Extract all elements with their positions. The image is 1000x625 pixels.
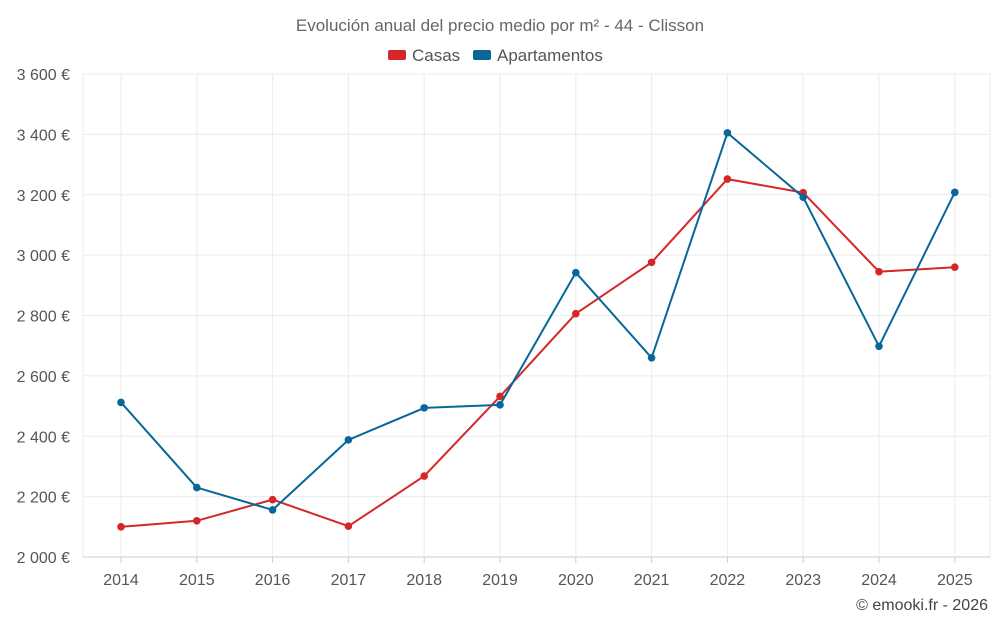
data-point-casas[interactable] <box>420 472 429 480</box>
x-tick-label: 2023 <box>785 572 821 589</box>
data-point-apartamentos[interactable] <box>117 398 125 407</box>
x-axis: 2014 2015 2016 2017 2018 2019 2020 2021 2022 2023… <box>103 572 972 589</box>
data-point-apartamentos[interactable] <box>496 401 504 409</box>
y-tick-label: 2 400 € <box>17 429 70 446</box>
series-layer <box>117 129 959 531</box>
data-point-casas[interactable] <box>344 522 353 531</box>
legend-swatch-apartamentos <box>473 50 491 60</box>
grid <box>82 73 991 563</box>
data-point-casas[interactable] <box>572 309 580 318</box>
data-point-casas[interactable] <box>647 258 656 267</box>
series-line-apartamentos <box>120 131 956 511</box>
y-tick-label: 3 600 € <box>17 67 70 84</box>
data-point-casas[interactable] <box>875 267 883 276</box>
x-tick-label: 2014 <box>103 572 139 589</box>
legend-swatch-casas <box>388 50 406 60</box>
y-tick-label: 2 600 € <box>17 369 70 386</box>
data-point-casas[interactable] <box>268 495 277 504</box>
data-point-casas[interactable] <box>951 263 959 272</box>
credit-text: © emooki.fr - 2026 <box>856 597 988 614</box>
x-tick-label: 2017 <box>331 572 367 589</box>
x-tick-label: 2024 <box>861 572 897 589</box>
x-tick-label: 2020 <box>558 572 594 589</box>
x-tick-label: 2015 <box>179 572 215 589</box>
chart-title: Evolución anual del precio medio por m² … <box>296 16 704 35</box>
series-line-casas <box>120 178 955 528</box>
y-tick-label: 2 000 € <box>17 550 70 567</box>
data-point-casas[interactable] <box>496 392 504 401</box>
y-axis: 2 000 € 2 200 € 2 400 € 2 600 € 2 800 € 3 000… <box>17 67 70 567</box>
data-point-apartamentos[interactable] <box>799 193 807 201</box>
legend-label-casas[interactable]: Casas <box>412 46 460 65</box>
data-point-casas[interactable] <box>723 175 732 183</box>
y-tick-label: 3 400 € <box>17 127 70 144</box>
data-point-casas[interactable] <box>117 523 125 531</box>
legend: Casas Apartamentos <box>388 46 603 65</box>
y-tick-label: 2 200 € <box>17 490 70 507</box>
data-point-apartamentos[interactable] <box>344 436 353 444</box>
x-tick-label: 2018 <box>406 572 442 589</box>
data-point-apartamentos[interactable] <box>572 268 580 277</box>
x-tick-label: 2021 <box>634 572 670 589</box>
data-point-apartamentos[interactable] <box>193 483 201 492</box>
legend-label-apartamentos[interactable]: Apartamentos <box>497 46 603 65</box>
y-tick-label: 3 200 € <box>17 188 70 205</box>
x-tick-label: 2019 <box>482 572 518 589</box>
x-tick-label: 2016 <box>255 572 291 589</box>
y-tick-label: 3 000 € <box>17 248 70 265</box>
data-point-apartamentos[interactable] <box>951 188 959 197</box>
x-tick-label: 2022 <box>710 572 746 589</box>
data-point-casas[interactable] <box>193 516 201 525</box>
y-tick-label: 2 800 € <box>17 309 70 326</box>
data-point-apartamentos[interactable] <box>875 342 883 351</box>
data-point-apartamentos[interactable] <box>723 129 732 137</box>
x-tick-label: 2025 <box>937 572 973 589</box>
data-point-apartamentos[interactable] <box>420 404 429 412</box>
data-point-apartamentos[interactable] <box>647 353 656 362</box>
data-point-apartamentos[interactable] <box>268 506 277 514</box>
